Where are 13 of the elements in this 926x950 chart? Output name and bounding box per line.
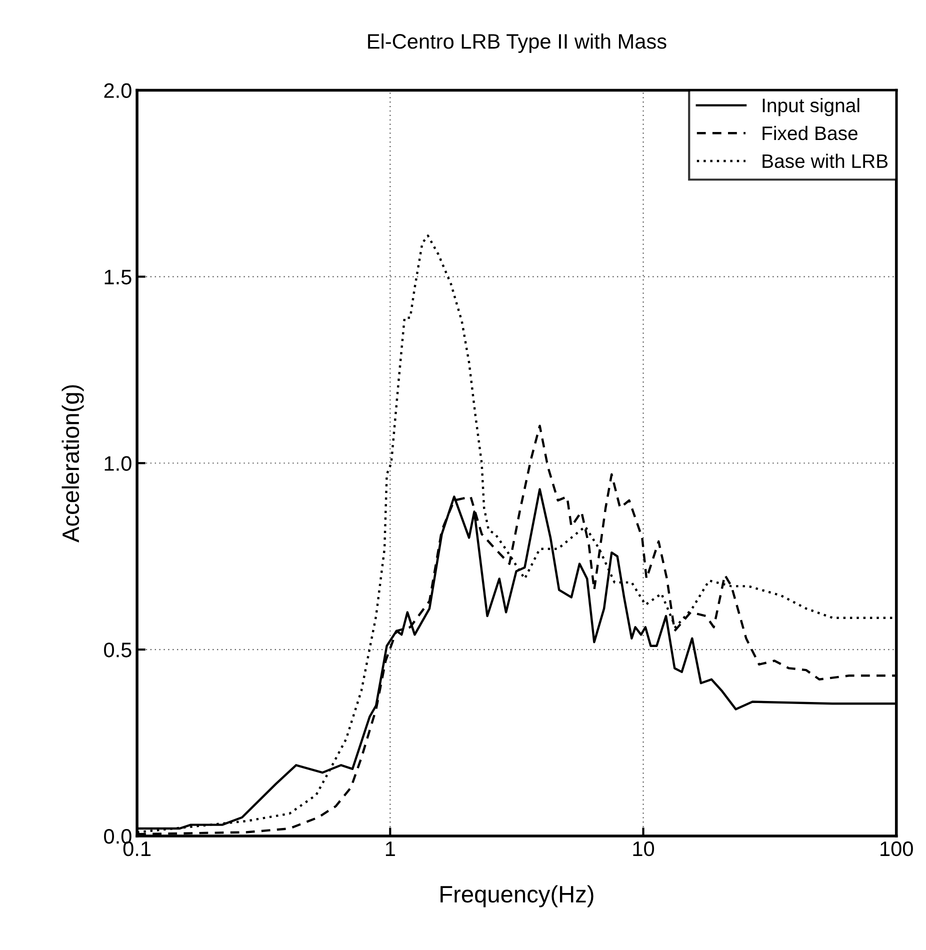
y-tick-label: 0.5 [104, 642, 132, 658]
y-tick-label: 2.0 [104, 83, 132, 98]
legend-label: Base with LRB [762, 154, 888, 168]
x-axis-title: Frequency(Hz) [440, 885, 594, 908]
x-tick-label: 1 [386, 842, 395, 856]
x-tick-label: 100 [880, 841, 913, 856]
y-axis-title: Acceleration(g) [62, 385, 84, 542]
y-tick-label: 1.5 [104, 270, 132, 284]
x-tick-label: 10 [633, 841, 654, 856]
chart-title: El-Centro LRB Type II with Mass [368, 33, 666, 53]
y-tick-label: 1.0 [104, 456, 132, 471]
legend-label: Input signal [762, 98, 860, 116]
legend-label: Fixed Base [762, 126, 858, 140]
